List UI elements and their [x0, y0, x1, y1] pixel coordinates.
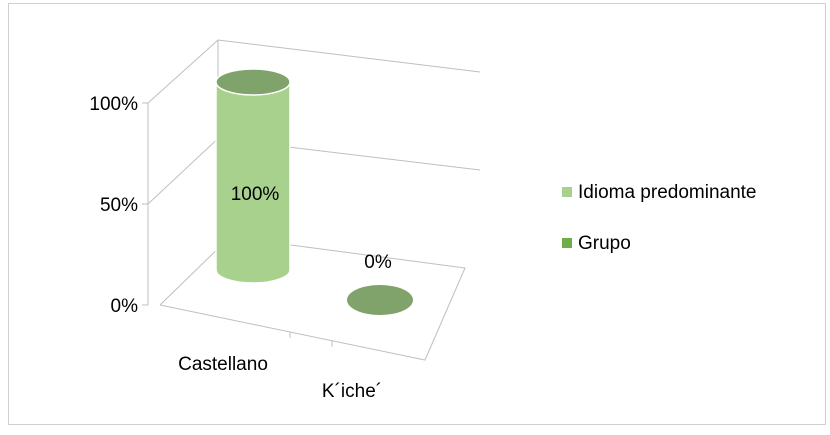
cylinder-body: [215, 81, 291, 284]
legend-swatch: [562, 238, 572, 248]
x-tick-label: Castellano: [178, 354, 268, 375]
floor: [159, 236, 466, 361]
legend-label: Grupo: [578, 233, 631, 254]
grid-line: [147, 39, 481, 104]
value-label: 100%: [231, 184, 280, 205]
y-tick-label: 50%: [100, 195, 138, 216]
value-label: 0%: [364, 252, 392, 273]
cylinder-top: [347, 285, 413, 315]
chart-frame: [8, 3, 826, 425]
y-tick-label: 0%: [111, 296, 139, 317]
legend-swatch: [562, 187, 572, 197]
x-tick-label: K´iche´: [322, 381, 382, 402]
cylinder-top: [215, 68, 291, 96]
legend-label: Idioma predominante: [578, 182, 757, 203]
y-tick-label: 100%: [89, 94, 138, 115]
